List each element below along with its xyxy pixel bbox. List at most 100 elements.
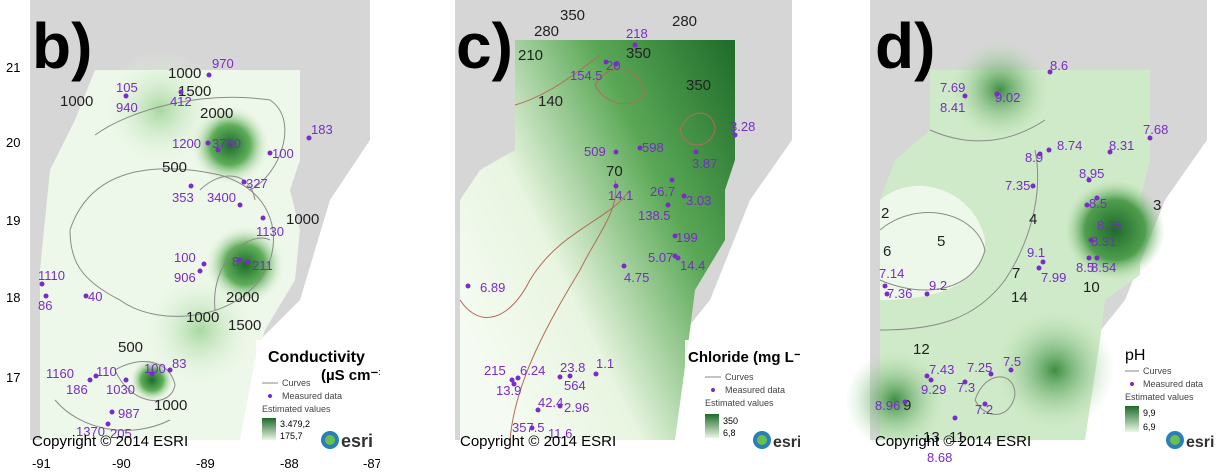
copyright: Copyright © 2014 ESRI (460, 433, 616, 450)
contour-label: 500 (118, 339, 143, 356)
x-axis: -91 -90 -89 -88 -87 (32, 456, 380, 471)
contour-label: 11 (949, 429, 965, 446)
contour-label: 7 (1012, 265, 1020, 282)
point-label: 8.54 (1091, 260, 1116, 275)
legend-curves: Curves (1143, 366, 1172, 376)
point-label: 8.74 (1057, 138, 1082, 153)
legend-min: 6,9 (1143, 422, 1156, 432)
legend-max: 350 (723, 416, 738, 426)
contour-lines (879, 119, 1046, 415)
esri-logo: esri (1166, 431, 1214, 451)
point-label: 1200 (172, 136, 201, 151)
contour-labels: 1000 1500 1000 2000 500 1000 2000 1000 1… (60, 65, 319, 414)
contour-labels: 2 6 5 4 3 7 14 10 12 9 13 11 (881, 197, 1161, 446)
point-label: 3780 (212, 136, 241, 151)
point-label: 7.5 (1003, 354, 1021, 369)
contour-label: 1000 (154, 397, 187, 414)
point-label: 327 (246, 176, 268, 191)
point-label: 1160 (46, 366, 74, 381)
legend-title: Conductivity (268, 349, 365, 366)
legend: Conductivity (µS cm⁻¹) Curves Measured d… (256, 340, 380, 441)
point-label: 6.24 (520, 363, 545, 378)
point-label: 970 (212, 56, 234, 71)
contour-label: 12 (913, 341, 930, 358)
map-b: 21 20 19 18 17 -91 -90 -89 -88 -87 1000 … (6, 0, 380, 471)
point-label: 6.89 (480, 280, 505, 295)
legend-max: 3.479,2 (280, 419, 310, 429)
legend-min: 6,8 (723, 428, 736, 438)
point-label: 183 (311, 122, 333, 137)
esri-logo-text: esri (1186, 434, 1214, 451)
contour-label: 500 (162, 159, 187, 176)
point-label: 14.1 (608, 188, 633, 203)
point-label: 8.31 (1091, 234, 1116, 249)
legend-estimated: Estimated values (705, 398, 774, 408)
map-d: 2 6 5 4 3 7 14 10 12 9 13 11 8.6 7.69 9.… (845, 0, 1215, 465)
legend: Chloride (mg L⁻¹) Curves Measured data E… (685, 340, 800, 440)
point-label: 509 (584, 144, 606, 159)
contour-label: 140 (538, 93, 563, 110)
point-label: 13.9 (496, 383, 521, 398)
legend-title: pH (1125, 347, 1145, 364)
contour-label: 1000 (286, 211, 319, 228)
esri-logo: esri (321, 431, 373, 451)
point-label: 3.03 (686, 193, 711, 208)
point-label: 9.29 (921, 382, 946, 397)
point-label: 1030 (106, 382, 135, 397)
y-axis: 21 20 19 18 17 (6, 60, 20, 385)
point-label: 7.68 (1143, 122, 1168, 137)
point-label: 7.35 (1005, 178, 1030, 193)
point-label: 3.87 (692, 156, 717, 171)
contour-label: 1000 (186, 309, 219, 326)
point-label: 3400 (207, 190, 236, 205)
contour-label: 3 (1153, 197, 1161, 214)
measured-points: 218 154.5 20 3.28 509 598 3.87 14.1 26.7… (465, 26, 755, 441)
point-label: 1110 (38, 268, 65, 283)
point-label: 8.31 (1109, 138, 1134, 153)
contour-label: 2000 (200, 105, 233, 122)
point-label: 215 (484, 363, 506, 378)
point-label: 83 (172, 356, 186, 371)
point-label: 100 (174, 250, 196, 265)
contour-label: 2 (881, 205, 889, 222)
point-label: 353 (172, 190, 194, 205)
contour-label: 1500 (228, 317, 261, 334)
panel-letter: b) (32, 10, 92, 82)
point-label: 14.4 (680, 258, 705, 273)
legend-curves: Curves (282, 378, 311, 388)
legend-estimated: Estimated values (1125, 392, 1194, 402)
point-label: 987 (118, 406, 140, 421)
contour-label: 350 (686, 77, 711, 94)
point-label: 7.14 (879, 266, 904, 281)
point-label: 110 (96, 364, 117, 379)
point-label: 4.75 (624, 270, 649, 285)
point-label: 412 (170, 94, 192, 109)
point-label: 8.68 (927, 450, 952, 465)
map-c: 350 280 280 210 350 350 140 70 218 154.5… (455, 0, 800, 451)
panel-letter: c) (456, 10, 513, 82)
point-label: 154.5 (570, 68, 603, 83)
point-label: 205 (110, 426, 132, 441)
point-label: 1370 (76, 424, 105, 439)
contour-labels: 350 280 280 210 350 350 140 70 (518, 7, 711, 180)
contour-label: 10 (1083, 279, 1100, 296)
legend-estimated: Estimated values (262, 404, 331, 414)
point-label: 8.6 (1050, 58, 1068, 73)
point-label: 199 (676, 230, 698, 245)
legend-min: 175,7 (280, 431, 303, 441)
point-label: 3.28 (730, 119, 755, 134)
point-label: 20 (606, 58, 620, 73)
legend-curves: Curves (725, 372, 754, 382)
contour-label: 13 (923, 429, 940, 446)
contour-label: 6 (883, 243, 891, 260)
contour-label: 70 (606, 163, 623, 180)
point-label: 26.7 (650, 184, 675, 199)
point-label: 598 (642, 140, 664, 155)
point-label: 11.6 (548, 426, 572, 441)
y-tick: 21 (6, 60, 20, 75)
y-tick: 19 (6, 213, 20, 228)
point-label: 100 (272, 146, 294, 161)
point-label: 7.36 (887, 286, 912, 301)
point-label: 42.4 (538, 395, 563, 410)
panel-b-conductivity: 21 20 19 18 17 -91 -90 -89 -88 -87 1000 … (0, 0, 380, 476)
